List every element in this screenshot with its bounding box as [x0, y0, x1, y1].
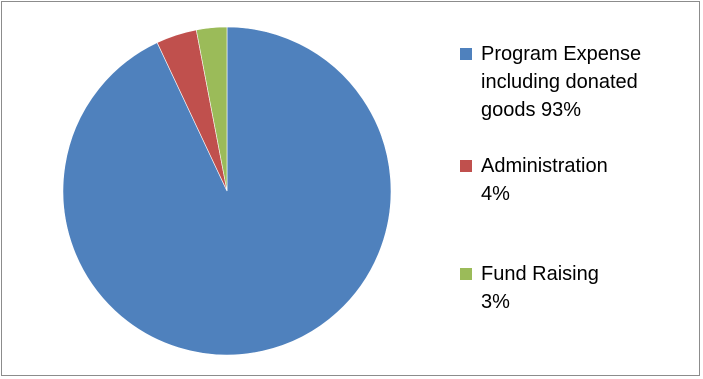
legend-swatch-fund-raising	[460, 268, 472, 280]
pie-slice-fund-raising	[195, 26, 228, 192]
legend-label-fund-raising: Fund Raising 3%	[481, 263, 599, 313]
legend-swatch-administration	[460, 160, 472, 172]
legend-item-fund-raising: Fund Raising 3%	[460, 260, 696, 316]
legend-label-administration: Administration 4%	[481, 155, 608, 205]
legend-item-administration: Administration 4%	[460, 152, 696, 208]
legend-swatch-program-expense	[460, 48, 472, 60]
legend-label-program-expense: Program Expense including donated goods …	[481, 43, 642, 121]
legend-item-program-expense: Program Expense including donated goods …	[460, 40, 696, 124]
pie-chart	[62, 26, 392, 356]
